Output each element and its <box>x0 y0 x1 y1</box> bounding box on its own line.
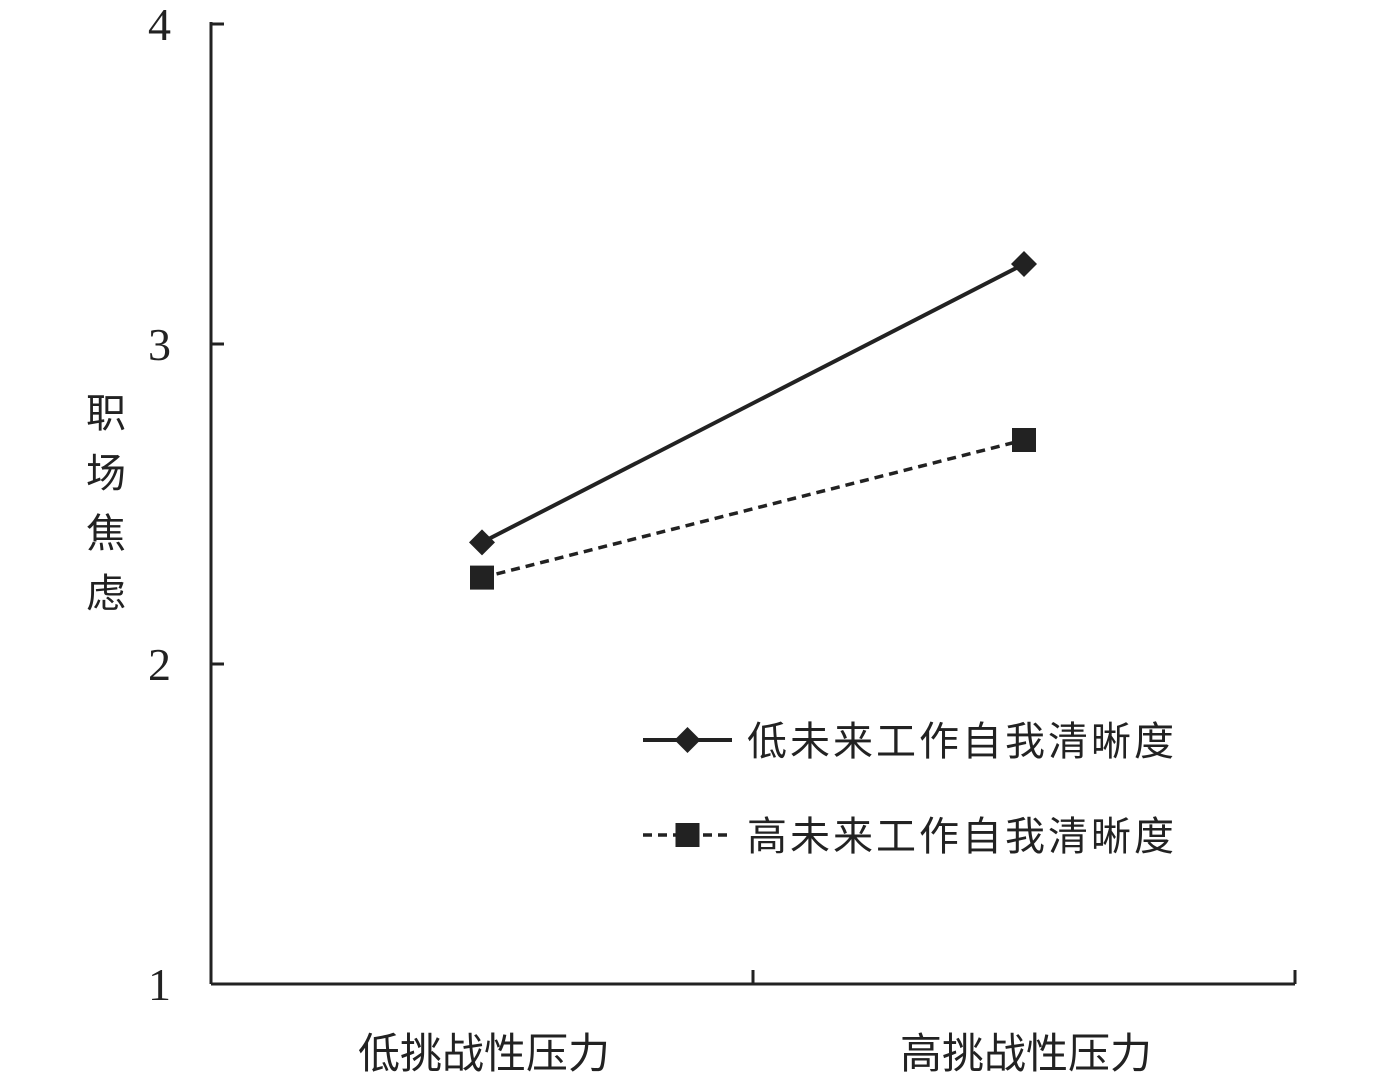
series-2 <box>470 428 1036 590</box>
legend-item: 低未来工作自我清晰度 <box>643 719 1177 765</box>
y-tick-label: 1 <box>148 959 171 1010</box>
legend-label: 低未来工作自我清晰度 <box>747 719 1177 765</box>
data-point-diamond <box>1011 251 1037 277</box>
y-tick-label: 4 <box>148 0 171 50</box>
x-category-label: 低挑战性压力 <box>358 1029 610 1078</box>
y-tick-label: 2 <box>148 639 171 690</box>
y-axis-title-char: 职 <box>86 391 126 437</box>
data-point-diamond <box>469 529 495 556</box>
series-line <box>481 438 1025 580</box>
y-tick-label: 3 <box>148 319 171 370</box>
x-ticks: 低挑战性压力 高挑战性压力 <box>358 970 1297 1078</box>
series-line <box>481 262 1025 545</box>
series-1 <box>469 251 1037 556</box>
x-category-label: 高挑战性压力 <box>900 1029 1152 1078</box>
y-axis-title: 职场焦虑 <box>86 391 126 617</box>
legend-label: 高未来工作自我清晰度 <box>747 814 1177 860</box>
legend-item: 高未来工作自我清晰度 <box>643 814 1177 860</box>
y-axis-title-char: 虑 <box>86 571 126 617</box>
y-axis-title-char: 焦 <box>86 511 126 557</box>
legend-marker-square <box>675 823 700 847</box>
data-point-square <box>1012 428 1036 452</box>
legend-marker-diamond <box>674 727 701 753</box>
series-layer <box>469 251 1037 590</box>
y-axis-title-char: 场 <box>86 451 126 497</box>
y-ticks: 1 2 3 4 <box>148 0 224 1010</box>
data-point-square <box>470 565 494 590</box>
y-axis-label: 职场焦虑 <box>86 391 126 617</box>
